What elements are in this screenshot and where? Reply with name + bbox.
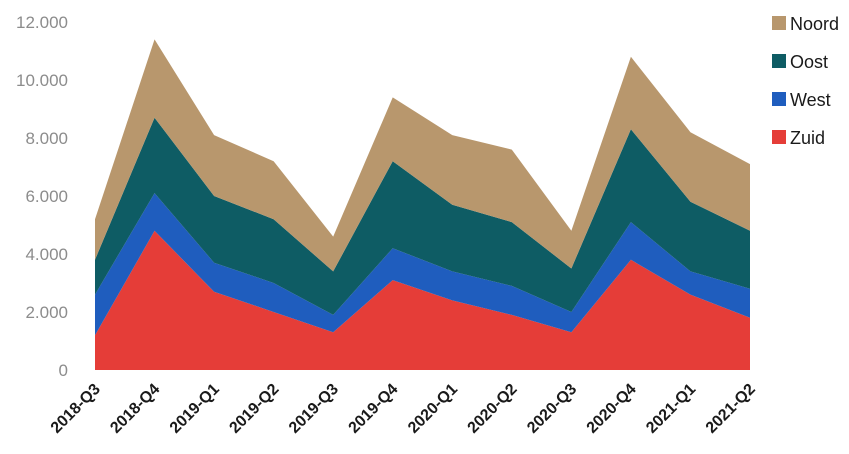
area-layer [95,39,750,370]
x-tick-label: 2019-Q3 [286,381,342,437]
x-tick-label: 2020-Q2 [465,381,521,437]
legend: Noord Oost West Zuid [772,14,839,148]
area-zuid [95,230,750,370]
legend-swatch-west [772,92,786,106]
legend-swatch-oost [772,54,786,68]
legend-label-noord: Noord [790,14,839,34]
legend-swatch-noord [772,16,786,30]
x-tick-label: 2019-Q1 [167,381,223,437]
x-axis: 2018-Q3 2018-Q4 2019-Q1 2019-Q2 2019-Q3 2019-… [48,381,759,437]
x-tick-label: 2018-Q3 [48,381,104,437]
legend-swatch-zuid [772,130,786,144]
y-tick-label: 4.000 [25,245,68,264]
y-tick-label: 12.000 [16,13,68,32]
y-axis: 0 2.000 4.000 6.000 8.000 10.000 12.000 [16,13,68,380]
x-tick-label: 2018-Q4 [107,381,163,437]
x-tick-label: 2019-Q2 [226,381,282,437]
y-tick-label: 0 [59,361,68,380]
area-oost [95,117,750,315]
x-tick-label: 2021-Q1 [643,381,699,437]
legend-label-zuid: Zuid [790,128,825,148]
x-tick-label: 2020-Q1 [405,381,461,437]
legend-label-oost: Oost [790,52,828,72]
y-tick-label: 10.000 [16,71,68,90]
x-tick-label: 2020-Q4 [584,381,640,437]
x-tick-label: 2021-Q2 [703,381,759,437]
area-noord [95,39,750,272]
legend-label-west: West [790,90,831,110]
y-tick-label: 6.000 [25,187,68,206]
y-tick-label: 8.000 [25,129,68,148]
y-tick-label: 2.000 [25,303,68,322]
area-west [95,193,750,336]
x-tick-label: 2020-Q3 [524,381,580,437]
x-tick-label: 2019-Q4 [346,381,402,437]
